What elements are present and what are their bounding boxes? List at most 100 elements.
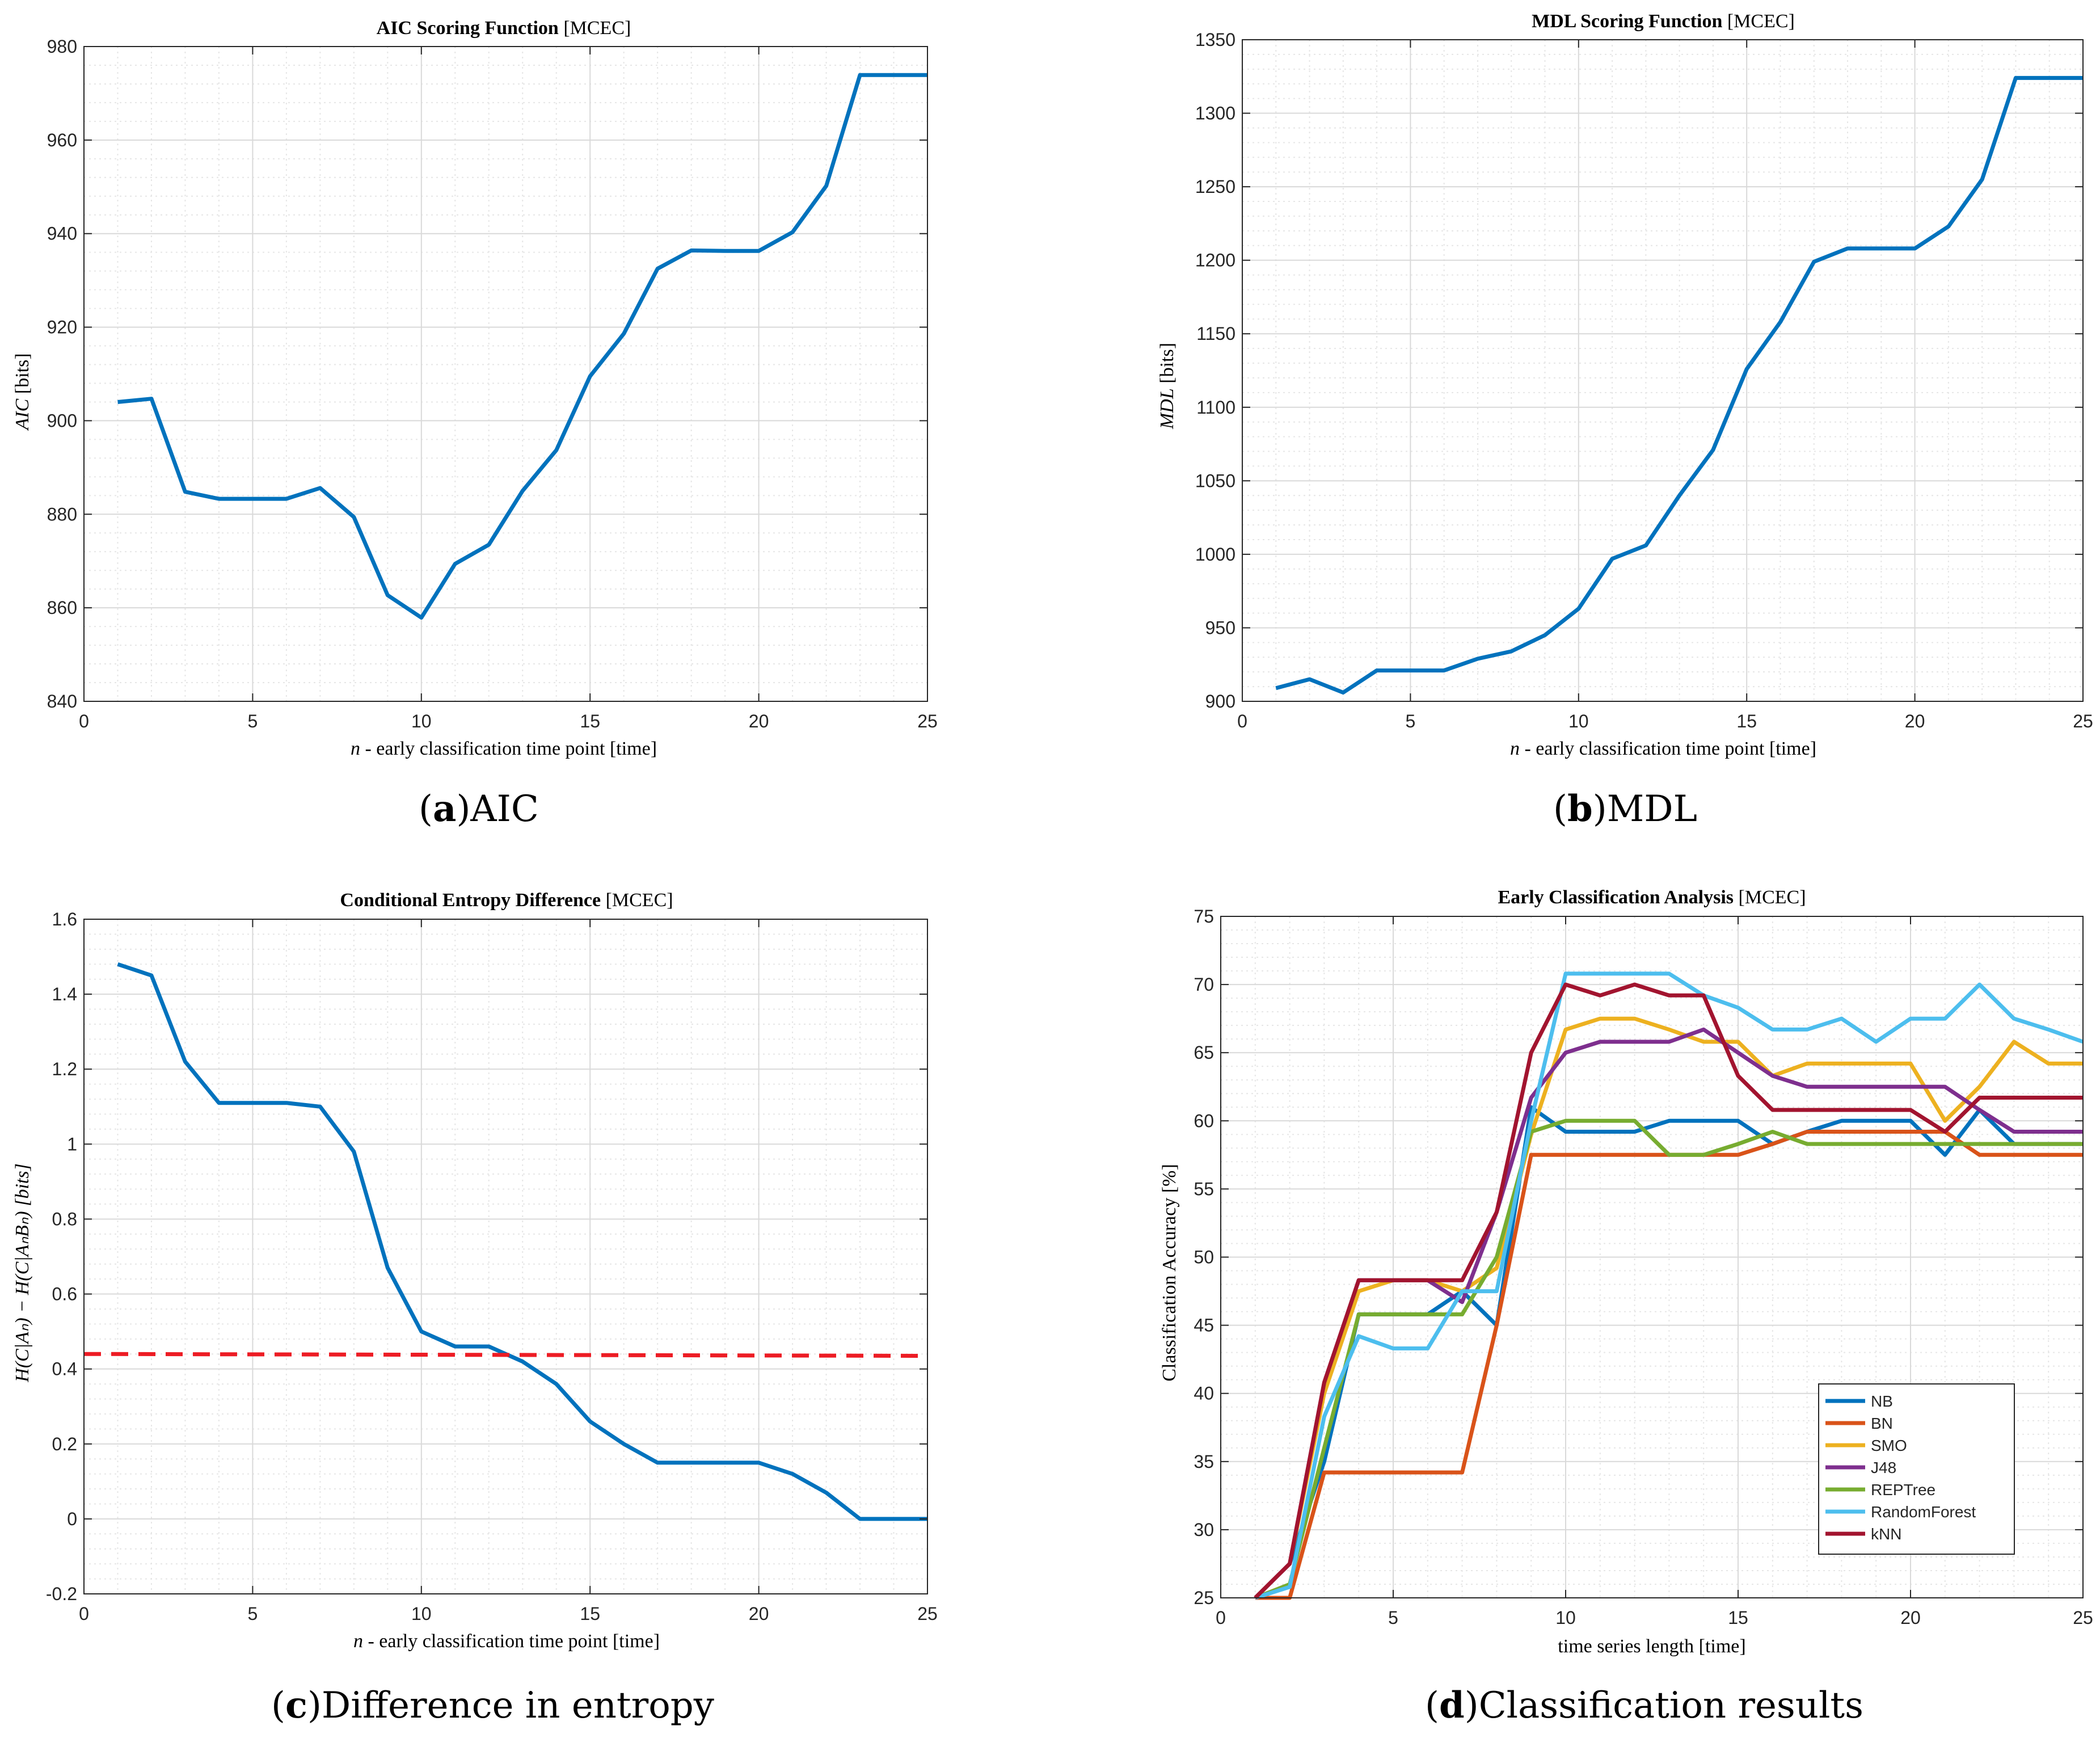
mdl-ytick-label: 1250 — [1195, 176, 1235, 197]
mdl-ytick-label: 950 — [1205, 617, 1235, 638]
caption-a-text: AIC — [470, 788, 539, 830]
classification-ytick-label: 50 — [1194, 1247, 1214, 1268]
aic-ytick-label: 960 — [47, 130, 77, 150]
aic-grid — [83, 46, 928, 702]
mdl-xtick-label: 0 — [1237, 711, 1247, 731]
svg-text:Early Classification Analysis: Early Classification Analysis [MCEC] — [1498, 887, 1806, 908]
classification-xtick-label: 20 — [1900, 1607, 1921, 1628]
mdl-ylabel-text: [bits] — [1157, 343, 1178, 388]
entropy-xtick-label: 20 — [749, 1604, 769, 1624]
mdl-axes-box — [1242, 39, 2084, 702]
aic-ylabel: AIC [bits] — [12, 353, 33, 431]
caption-d-letter: d — [1439, 1684, 1465, 1727]
entropy-grid — [83, 919, 928, 1594]
caption-d: (d)Classification results — [1425, 1684, 1863, 1727]
mdl-ylabel-var: MDL — [1157, 388, 1178, 430]
mdl-ytick-label: 1300 — [1195, 103, 1235, 124]
caption-b-text: MDL — [1606, 788, 1698, 830]
mdl-title-tag: [MCEC] — [1727, 11, 1795, 32]
classification-ytick-label: 25 — [1194, 1588, 1214, 1608]
classification-xlabel: time series length [time] — [1558, 1636, 1745, 1657]
legend-label-knn: kNN — [1871, 1525, 1901, 1543]
mdl-xtick-label: 20 — [1905, 711, 1925, 731]
classification-ytick-label: 65 — [1194, 1042, 1214, 1063]
panel-classification: Early Classification Analysis [MCEC] 0 5 1… — [1159, 887, 2093, 1657]
entropy-ytick-label: 0.2 — [52, 1434, 77, 1454]
classification-title: Early Classification Analysis — [1498, 887, 1734, 908]
entropy-ytick-label: 0.8 — [52, 1209, 77, 1229]
entropy-ticks: 0 5 10 15 20 25-0.200.20.40.60.811.21.41.6 — [46, 909, 938, 1624]
classification-xtick-label: 5 — [1388, 1607, 1398, 1628]
entropy-xtick-label: 5 — [248, 1604, 258, 1624]
entropy-ytick-label: -0.2 — [46, 1584, 77, 1604]
aic-xtick-label: 25 — [917, 711, 938, 731]
caption-c: (c)Difference in entropy — [271, 1684, 714, 1727]
aic-ytick-label: 940 — [47, 224, 77, 244]
legend-label-smo: SMO — [1871, 1437, 1907, 1454]
caption-c-text: Difference in entropy — [321, 1685, 714, 1727]
caption-a: (a)AIC — [419, 788, 539, 830]
classification-ytick-label: 30 — [1194, 1520, 1214, 1540]
classification-title-tag: [MCEC] — [1739, 887, 1806, 908]
mdl-plot-area — [1275, 75, 2083, 695]
mdl-ytick-label: 1350 — [1195, 30, 1235, 50]
legend-label-bn: BN — [1871, 1415, 1893, 1432]
mdl-xtick-label: 25 — [2073, 711, 2093, 731]
mdl-xtick-label: 15 — [1736, 711, 1757, 731]
classification-xtick-label: 15 — [1728, 1607, 1748, 1628]
mdl-ytick-label: 1050 — [1195, 470, 1235, 491]
mdl-ytick-label: 1000 — [1195, 544, 1235, 565]
classification-ytick-label: 55 — [1194, 1179, 1214, 1199]
entropy-series-threshold — [83, 1352, 928, 1358]
entropy-title-tag: [MCEC] — [606, 890, 673, 911]
entropy-xtick-label: 0 — [79, 1604, 89, 1624]
legend-label-j48: J48 — [1871, 1459, 1896, 1476]
mdl-xlabel: n - early classification time point [tim… — [1510, 738, 1816, 759]
caption-b: (b)MDL — [1553, 788, 1698, 830]
classification-ytick-label: 35 — [1194, 1451, 1214, 1472]
classification-ytick-label: 60 — [1194, 1110, 1214, 1131]
mdl-xlabel-text: - early classification time point [time] — [1520, 738, 1816, 759]
caption-d-text: Classification results — [1478, 1685, 1863, 1727]
caption-a-letter: a — [432, 788, 457, 830]
aic-axes-box — [83, 46, 928, 702]
classification-ytick-label: 45 — [1194, 1315, 1214, 1336]
classification-plot-area — [1254, 971, 2084, 1600]
classification-xtick-label: 0 — [1216, 1607, 1226, 1628]
classification-ytick-label: 75 — [1194, 906, 1214, 927]
svg-text:Conditional Entropy Difference: Conditional Entropy Difference [MCEC] — [340, 890, 673, 911]
aic-xtick-label: 10 — [411, 711, 432, 731]
classification-xtick-label: 10 — [1555, 1607, 1576, 1628]
mdl-ytick-label: 1200 — [1195, 250, 1235, 271]
classification-ytick-label: 70 — [1194, 974, 1214, 995]
classification-ticks: 0 5 10 15 20 25 25 30 35 40 45 50 55 60 65 70 75 — [1194, 906, 2093, 1628]
mdl-grid — [1242, 39, 2084, 702]
entropy-plot-area — [83, 962, 928, 1521]
mdl-ytick-label: 900 — [1205, 691, 1235, 712]
aic-ytick-label: 860 — [47, 597, 77, 618]
classification-xtick-label: 25 — [2073, 1607, 2093, 1628]
entropy-xlabel-text: - early classification time point [time] — [363, 1631, 660, 1652]
legend-label-randomforest: RandomForest — [1871, 1503, 1976, 1521]
entropy-xlabel: n - early classification time point [tim… — [353, 1631, 660, 1652]
entropy-xtick-label: 10 — [411, 1604, 432, 1624]
entropy-ytick-label: 1.4 — [52, 984, 77, 1004]
aic-plot-area — [117, 73, 927, 620]
aic-ylabel-var: AIC — [12, 398, 33, 431]
entropy-ytick-label: 0.6 — [52, 1284, 77, 1304]
aic-ytick-label: 880 — [47, 504, 77, 524]
entropy-ytick-label: 0.4 — [52, 1359, 77, 1379]
entropy-xtick-label: 25 — [917, 1604, 938, 1624]
mdl-ylabel: MDL [bits] — [1157, 343, 1178, 430]
aic-ytick-label: 900 — [47, 410, 77, 431]
entropy-title: Conditional Entropy Difference — [340, 890, 601, 911]
mdl-title: MDL Scoring Function — [1532, 11, 1722, 32]
classification-series-knn — [1254, 982, 2083, 1600]
aic-xlabel-text: - early classification time point [time] — [360, 738, 657, 759]
classification-series-reptree — [1254, 1118, 2083, 1600]
aic-series-aic — [117, 73, 927, 620]
aic-xtick-label: 15 — [580, 711, 600, 731]
mdl-ticks: 0 5 10 15 20 25 900 950 1000 1050 1100 1150 1200 1250… — [1195, 30, 2093, 731]
entropy-axes-box — [83, 919, 928, 1594]
mdl-xtick-label: 5 — [1406, 711, 1416, 731]
